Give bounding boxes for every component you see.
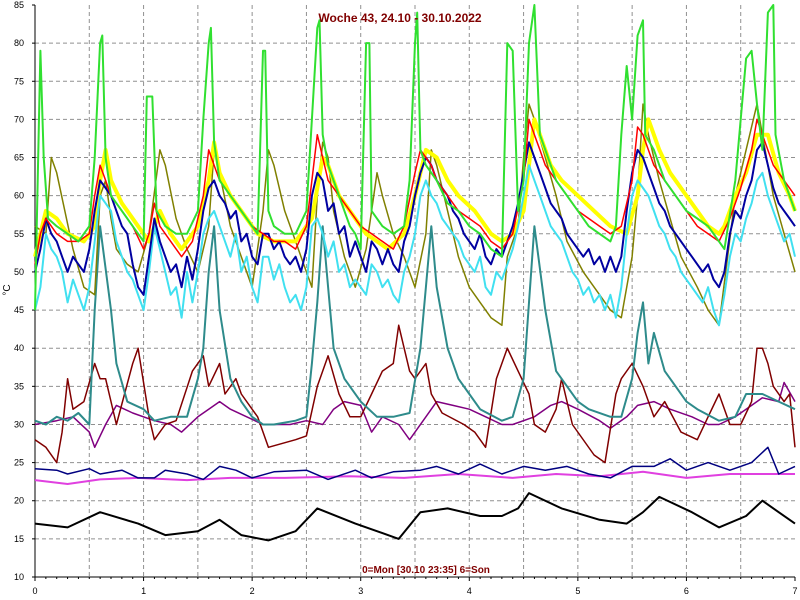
series-line-3 bbox=[34, 446, 796, 481]
chart-footer: 0=Mon [30.10 23:35] 6=Son bbox=[362, 565, 490, 576]
y-tick-label: 20 bbox=[14, 496, 24, 506]
series-lines bbox=[33, 4, 797, 542]
x-tick-label: 5 bbox=[575, 586, 580, 596]
x-tick-label: 6 bbox=[684, 586, 689, 596]
series-line-10 bbox=[34, 141, 796, 296]
y-tick-label: 50 bbox=[14, 267, 24, 277]
y-tick-label: 55 bbox=[14, 229, 24, 239]
y-tick-label: 30 bbox=[14, 419, 24, 429]
y-tick-label: 60 bbox=[14, 191, 24, 201]
chart-title: Woche 43, 24.10 - 30.10.2022 bbox=[318, 11, 482, 25]
series-line-12 bbox=[34, 4, 796, 311]
y-tick-label: 65 bbox=[14, 153, 24, 163]
y-tick-label: 75 bbox=[14, 76, 24, 86]
x-tick-label: 4 bbox=[467, 586, 472, 596]
y-axis-label: °C bbox=[2, 284, 13, 295]
y-tick-label: 85 bbox=[14, 0, 24, 10]
x-tick-label: 2 bbox=[250, 586, 255, 596]
x-tick-label: 0 bbox=[32, 586, 37, 596]
y-tick-label: 25 bbox=[14, 458, 24, 468]
y-tick-label: 80 bbox=[14, 38, 24, 48]
y-tick-label: 15 bbox=[14, 534, 24, 544]
y-tick-label: 10 bbox=[14, 572, 24, 582]
y-tick-label: 40 bbox=[14, 343, 24, 353]
y-tick-label: 70 bbox=[14, 114, 24, 124]
series-line-1 bbox=[34, 492, 796, 542]
series-line-5 bbox=[34, 324, 796, 464]
y-tick-label: 35 bbox=[14, 381, 24, 391]
y-tick-label: 45 bbox=[14, 305, 24, 315]
series-line-6 bbox=[34, 225, 796, 426]
x-tick-label: 7 bbox=[792, 586, 797, 596]
x-tick-label: 1 bbox=[141, 586, 146, 596]
series-line-2 bbox=[34, 470, 795, 485]
x-tick-label: 3 bbox=[358, 586, 363, 596]
series-line-9 bbox=[34, 164, 796, 327]
